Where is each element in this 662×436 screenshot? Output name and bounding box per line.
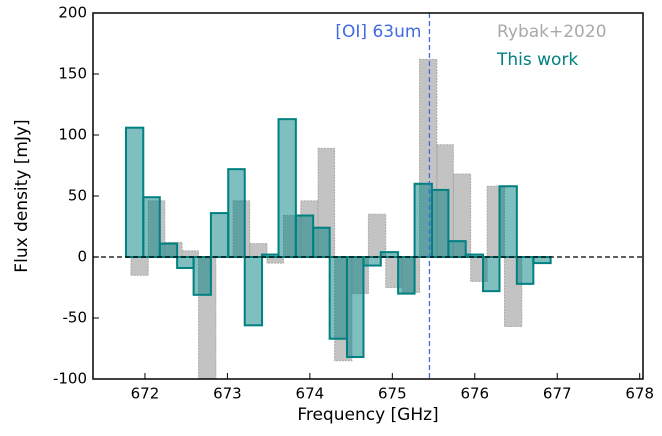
bin	[464, 253, 485, 258]
bin	[294, 214, 315, 259]
legend-label: Rybak+2020	[497, 22, 607, 42]
bin	[124, 126, 145, 259]
x-tick-label: 673	[213, 385, 242, 403]
bin	[362, 256, 382, 267]
bin	[367, 213, 387, 258]
bin	[345, 256, 365, 359]
bin	[142, 196, 161, 258]
annotation-text: [OI] 63um	[335, 22, 421, 42]
bin	[130, 256, 149, 276]
bin	[532, 256, 552, 265]
bin	[482, 256, 501, 293]
bin	[158, 242, 179, 259]
x-tick-label: 677	[543, 385, 572, 403]
bin	[498, 185, 518, 259]
bin	[176, 256, 195, 269]
y-tick-label: 200	[58, 4, 87, 22]
y-tick-label: -100	[53, 370, 87, 388]
bin	[266, 256, 284, 264]
bin	[379, 251, 400, 258]
bin	[209, 212, 230, 258]
y-tick-label: -50	[63, 309, 88, 327]
x-tick-label: 675	[378, 385, 407, 403]
bin	[227, 168, 246, 258]
bin	[277, 118, 297, 258]
legend-label: This work	[496, 50, 578, 70]
bin	[397, 256, 416, 295]
y-tick-label: 0	[77, 248, 87, 266]
x-axis-label: Frequency [GHz]	[297, 405, 438, 425]
bin	[328, 256, 348, 340]
y-tick-label: 150	[58, 65, 87, 83]
bin	[430, 188, 450, 258]
bin	[312, 226, 331, 259]
x-tick-label: 672	[131, 385, 160, 403]
x-tick-label: 676	[460, 385, 489, 403]
bin	[243, 256, 264, 327]
y-tick-label: 100	[58, 126, 87, 144]
x-tick-label: 678	[625, 385, 654, 403]
y-tick-label: 50	[68, 187, 87, 205]
bin	[447, 240, 467, 258]
bin	[192, 256, 212, 296]
x-tick-label: 674	[296, 385, 325, 403]
y-axis-label: Flux density [mJy]	[12, 119, 32, 272]
bin	[515, 256, 535, 285]
